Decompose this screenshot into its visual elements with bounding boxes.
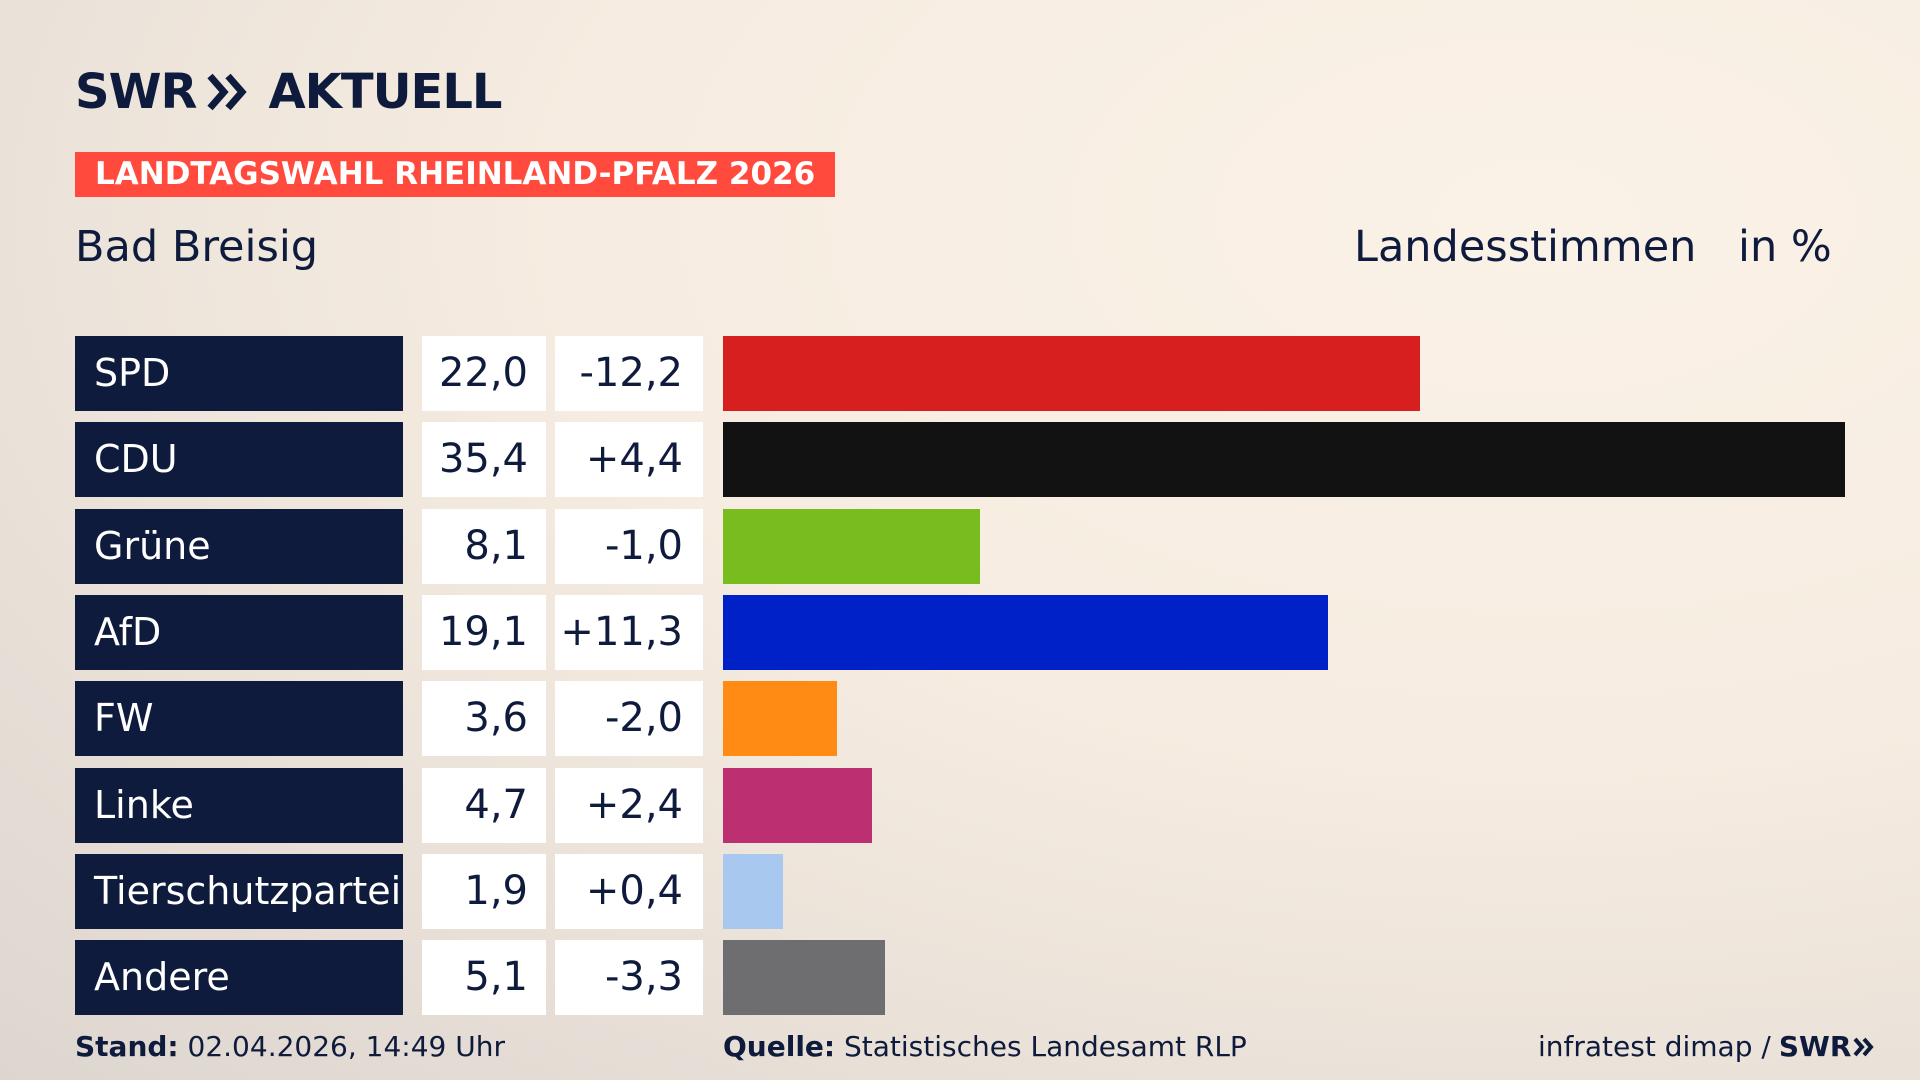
diff-label: -12,2	[555, 336, 703, 411]
credit-text: infratest dimap /	[1538, 1030, 1771, 1063]
party-label: AfD	[75, 594, 403, 670]
region-title: Bad Breisig	[75, 222, 319, 272]
value-label: 22,0	[422, 336, 546, 411]
bar-andere	[723, 940, 885, 1016]
party-label: Andere	[75, 940, 403, 1016]
value-label: 4,7	[422, 767, 546, 843]
footer-source: Quelle: Statistisches Landesamt RLP	[723, 1030, 1247, 1063]
logo-aktuell-text: AKTUELL	[268, 64, 502, 120]
election-badge: LANDTAGSWAHL RHEINLAND-PFALZ 2026	[75, 152, 836, 197]
party-label: Linke	[75, 767, 403, 843]
party-label: Grüne	[75, 508, 403, 584]
double-chevron-icon	[1853, 1037, 1875, 1056]
logo-swr-text: SWR	[75, 64, 197, 120]
mini-logo-text: SWR	[1778, 1030, 1852, 1063]
stand-value: 02.04.2026, 14:49 Uhr	[187, 1030, 505, 1063]
double-chevron-icon	[207, 73, 248, 111]
source-label: Quelle:	[723, 1030, 836, 1063]
value-label: 3,6	[422, 681, 546, 757]
value-label: 35,4	[422, 422, 546, 498]
party-label: SPD	[75, 336, 403, 411]
party-label: Tierschutzpartei	[75, 853, 403, 929]
unit-label: in %	[1738, 222, 1832, 272]
bar-spd	[723, 336, 1421, 411]
party-label: CDU	[75, 422, 403, 498]
diff-label: +0,4	[555, 853, 703, 929]
value-label: 8,1	[422, 508, 546, 584]
mini-swr-logo: SWR	[1779, 1030, 1876, 1063]
bar-tierschutzpartei	[723, 853, 784, 929]
diff-label: +11,3	[555, 594, 703, 670]
source-value: Statistisches Landesamt RLP	[844, 1030, 1247, 1063]
value-label: 19,1	[422, 594, 546, 670]
diff-label: -3,3	[555, 940, 703, 1016]
footer-credit: infratest dimap / SWR	[1538, 1030, 1875, 1063]
vote-type-label: Landesstimmen	[1354, 222, 1697, 272]
diff-label: +4,4	[555, 422, 703, 498]
diff-label: -2,0	[555, 681, 703, 757]
bar-linke	[723, 767, 872, 843]
stand-label: Stand:	[75, 1030, 179, 1063]
diff-label: -1,0	[555, 508, 703, 584]
footer-stand: Stand: 02.04.2026, 14:49 Uhr	[75, 1030, 505, 1063]
bar-cdu	[723, 422, 1845, 498]
bar-fw	[723, 681, 838, 757]
bar-grüne	[723, 508, 980, 584]
value-label: 1,9	[422, 853, 546, 929]
swr-aktuell-logo: SWR AKTUELL	[75, 64, 503, 120]
party-label: FW	[75, 681, 403, 757]
bar-afd	[723, 594, 1329, 670]
value-label: 5,1	[422, 940, 546, 1016]
diff-label: +2,4	[555, 767, 703, 843]
